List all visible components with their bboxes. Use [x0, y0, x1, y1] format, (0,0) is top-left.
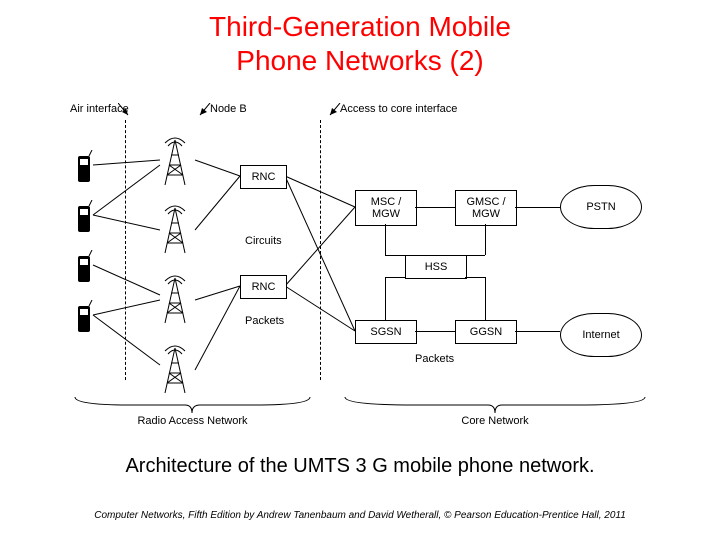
node-gmsc: GMSC / MGW — [455, 190, 517, 226]
label-packets-mid: Packets — [245, 315, 284, 327]
node-rnc1: RNC — [240, 165, 287, 189]
umts-diagram: Air interface Node B Access to core inte… — [60, 95, 660, 435]
label-packets-bottom: Packets — [415, 353, 454, 365]
line-msc-gmsc — [415, 207, 455, 208]
cloud-pstn: PSTN — [560, 185, 642, 229]
label-circuits: Circuits — [245, 235, 282, 247]
title-line2: Phone Networks (2) — [236, 45, 483, 76]
link-lines — [60, 95, 660, 405]
node-sgsn: SGSN — [355, 320, 417, 344]
line-ggsn-internet — [515, 331, 560, 332]
node-hss: HSS — [405, 255, 467, 279]
caption: Architecture of the UMTS 3 G mobile phon… — [0, 455, 720, 478]
line-gmsc-pstn — [515, 207, 560, 208]
footer: Computer Networks, Fifth Edition by Andr… — [0, 510, 720, 521]
title-line1: Third-Generation Mobile — [209, 11, 511, 42]
node-msc: MSC / MGW — [355, 190, 417, 226]
line-sgsn-ggsn — [415, 331, 455, 332]
cloud-internet: Internet — [560, 313, 642, 357]
node-ggsn: GGSN — [455, 320, 517, 344]
line-msc-hss-h — [385, 255, 405, 256]
line-hss-ggsn-h — [465, 277, 485, 278]
label-ran: Radio Access Network — [70, 415, 315, 427]
brace-core — [340, 395, 650, 415]
line-hss-sgsn — [385, 277, 386, 320]
line-hss-ggsn — [485, 277, 486, 320]
line-msc-hss — [385, 224, 386, 255]
line-gmsc-hss-h — [465, 255, 485, 256]
line-gmsc-hss — [485, 224, 486, 255]
line-hss-sgsn-h — [385, 277, 405, 278]
label-core-network: Core Network — [340, 415, 650, 427]
node-rnc2: RNC — [240, 275, 287, 299]
brace-ran — [70, 395, 315, 415]
